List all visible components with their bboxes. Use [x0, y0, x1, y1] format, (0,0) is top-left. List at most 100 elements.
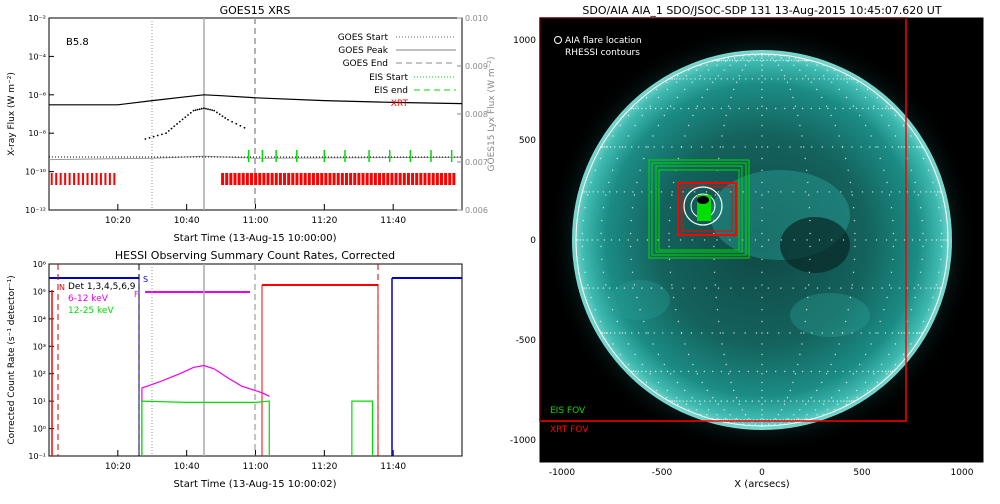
grid-dot	[713, 271, 716, 273]
xrt-block	[287, 173, 291, 185]
grid-dot	[695, 409, 698, 411]
grid-dot	[776, 59, 778, 61]
grid-dot	[761, 343, 763, 345]
grid-dot	[871, 191, 874, 193]
grid-dot	[780, 239, 783, 241]
grid-dot	[761, 64, 763, 66]
grid-dot	[852, 400, 854, 402]
aia-y-axis-ticks: 1000 500 0 -500 -1000	[510, 36, 983, 446]
grid-dot	[614, 146, 616, 148]
grid-dot	[761, 55, 763, 57]
grid-dot	[823, 78, 825, 80]
goes-class-label: B5.8	[66, 37, 89, 48]
grid-dot	[691, 239, 693, 241]
grid-dot	[845, 75, 847, 77]
grid-dot	[703, 239, 706, 241]
hessi-12-25kev-line-second	[351, 400, 374, 456]
goes-right-tick-label: 0.006	[465, 206, 488, 215]
grid-dot	[767, 287, 769, 289]
grid-dot	[761, 146, 763, 148]
grid-dot	[732, 400, 734, 402]
grid-dot	[690, 332, 693, 334]
grid-dot	[690, 400, 692, 402]
grid-dot	[608, 296, 610, 299]
legend-goes-peak: GOES Peak	[338, 46, 388, 56]
grid-dot	[792, 96, 794, 99]
grid-dot	[777, 78, 779, 80]
grid-dot	[694, 191, 696, 193]
grid-dot	[756, 419, 758, 421]
grid-dot	[842, 107, 844, 110]
grid-dot	[722, 59, 724, 61]
xrt-block	[411, 173, 415, 185]
grid-dot	[801, 135, 803, 137]
grid-dot	[816, 287, 819, 289]
grid-dot	[816, 414, 818, 416]
grid-dot	[908, 332, 910, 334]
grid-dot	[761, 389, 763, 392]
grid-dot	[895, 239, 897, 241]
grid-dot	[611, 169, 614, 171]
grid-dot	[748, 60, 750, 62]
grid-dot	[672, 296, 675, 299]
grid-dot	[735, 81, 738, 84]
grid-dot	[768, 423, 770, 425]
grid-dot	[686, 78, 688, 80]
grid-dot	[670, 400, 672, 402]
grid-dot	[783, 75, 786, 77]
grid-dot	[634, 370, 637, 373]
grid-dot	[827, 370, 829, 373]
grid-dot	[852, 207, 855, 209]
grid-dot	[845, 403, 847, 405]
grid-dot	[729, 370, 731, 373]
grid-dot	[795, 59, 798, 61]
hessi-y-tick-label: 10⁰	[33, 425, 46, 434]
grid-dot	[679, 78, 681, 80]
grid-dot	[816, 64, 818, 66]
grid-dot	[793, 107, 795, 110]
goes-short-point	[165, 132, 167, 135]
grid-dot	[707, 409, 710, 411]
grid-dot	[624, 146, 627, 148]
grid-dot	[680, 107, 682, 110]
grid-dot	[790, 400, 792, 402]
grid-dot	[794, 57, 797, 59]
grid-dot	[755, 287, 757, 289]
grid-dot	[785, 419, 787, 421]
goes-right-tick-label: 0.010	[465, 14, 488, 23]
grid-dot	[834, 353, 836, 356]
grid-dot	[864, 353, 867, 356]
grid-dot	[805, 75, 807, 77]
grid-dot	[917, 284, 919, 286]
grid-dot	[721, 135, 723, 137]
grid-dot	[761, 114, 763, 117]
grid-dot	[733, 389, 735, 392]
grid-dot	[583, 191, 585, 193]
grid-dot	[725, 114, 727, 117]
eis-fov-box-3	[655, 165, 743, 253]
grid-dot	[623, 287, 626, 289]
grid-dot	[939, 287, 941, 289]
grid-dot	[826, 69, 829, 71]
grid-dot	[776, 419, 778, 421]
grid-dot	[741, 69, 744, 71]
grid-dot	[734, 59, 736, 61]
grid-dot	[657, 124, 660, 127]
grid-dot	[922, 157, 925, 160]
grid-dot	[619, 124, 622, 127]
grid-dot	[844, 320, 847, 323]
grid-dot	[919, 239, 921, 241]
grid-dot	[627, 135, 630, 137]
grid-dot	[751, 78, 753, 80]
grid-dot	[713, 245, 715, 248]
grid-dot	[888, 353, 890, 356]
grid-dot	[892, 232, 895, 235]
grid-dot	[910, 343, 912, 345]
grid-dot	[875, 332, 877, 334]
grid-dot	[800, 146, 802, 148]
grid-dot	[809, 232, 811, 235]
grid-dot	[636, 239, 639, 241]
grid-dot	[872, 370, 875, 373]
legend-xrt: XRT	[391, 99, 409, 109]
xrt-block	[254, 173, 258, 185]
